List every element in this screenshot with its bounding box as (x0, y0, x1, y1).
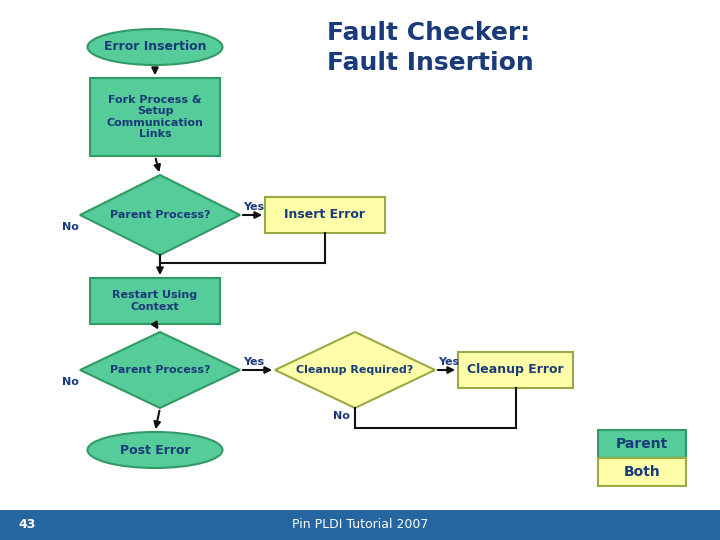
Text: Parent: Parent (616, 437, 668, 451)
Text: Post Error: Post Error (120, 443, 190, 456)
Polygon shape (275, 332, 435, 408)
Polygon shape (80, 332, 240, 408)
Text: No: No (62, 377, 78, 387)
Text: No: No (62, 222, 78, 232)
Ellipse shape (88, 29, 222, 65)
Text: Insert Error: Insert Error (284, 208, 366, 221)
Bar (0, 510, 720, 540)
Text: Fork Process &
Setup
Communication
Links: Fork Process & Setup Communication Links (107, 94, 204, 139)
Text: Parent Process?: Parent Process? (109, 210, 210, 220)
Text: Restart Using
Context: Restart Using Context (112, 290, 197, 312)
Text: Error Insertion: Error Insertion (104, 40, 206, 53)
Text: Parent Process?: Parent Process? (109, 365, 210, 375)
Text: Cleanup Required?: Cleanup Required? (297, 365, 413, 375)
Polygon shape (80, 175, 240, 255)
Text: Yes: Yes (438, 357, 459, 367)
FancyBboxPatch shape (265, 197, 385, 233)
Text: Yes: Yes (243, 357, 264, 367)
Text: Fault Checker:
Fault Insertion: Fault Checker: Fault Insertion (327, 21, 534, 75)
Text: Yes: Yes (243, 202, 264, 212)
FancyBboxPatch shape (598, 430, 686, 458)
FancyBboxPatch shape (598, 458, 686, 486)
Text: Pin PLDI Tutorial 2007: Pin PLDI Tutorial 2007 (292, 518, 428, 531)
Text: 43: 43 (18, 518, 35, 531)
Text: No: No (333, 411, 349, 421)
FancyBboxPatch shape (90, 278, 220, 324)
FancyBboxPatch shape (458, 352, 573, 388)
Ellipse shape (88, 432, 222, 468)
FancyBboxPatch shape (90, 78, 220, 156)
Text: Both: Both (624, 465, 660, 479)
Text: Cleanup Error: Cleanup Error (467, 363, 564, 376)
